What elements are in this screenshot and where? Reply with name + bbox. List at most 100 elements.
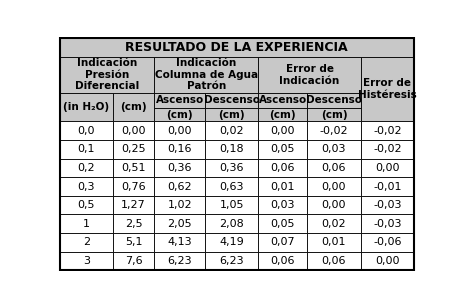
Bar [258,93,307,108]
Bar [205,140,258,159]
Bar [258,108,307,121]
Bar [205,159,258,177]
Text: Error de
Indicación: Error de Indicación [280,64,340,86]
Text: 0,76: 0,76 [122,181,146,192]
Bar [205,121,258,140]
Bar [258,121,307,140]
Text: Indicación
Columna de Agua
Patrón: Indicación Columna de Agua Patrón [155,58,258,92]
Text: -0,06: -0,06 [373,237,401,247]
Bar [60,159,113,177]
Bar [307,214,361,233]
Bar [205,214,258,233]
Bar [258,233,307,252]
Text: 2,5: 2,5 [125,219,142,229]
Text: Ascenso: Ascenso [259,95,307,106]
Text: (cm): (cm) [166,110,193,120]
Bar [60,233,113,252]
Bar [154,57,258,93]
Text: 1: 1 [83,219,90,229]
Bar [60,196,113,214]
Text: Indicación
Presión
Diferencial: Indicación Presión Diferencial [75,58,139,92]
Text: -0,03: -0,03 [373,200,401,210]
Text: 0,36: 0,36 [168,163,192,173]
Text: 0,06: 0,06 [271,163,295,173]
Bar [361,140,414,159]
Bar [113,159,154,177]
Bar [307,93,361,108]
Text: 6,23: 6,23 [168,256,192,266]
Text: 7,6: 7,6 [125,256,142,266]
Bar [307,233,361,252]
Text: 0,01: 0,01 [271,181,295,192]
Bar [205,233,258,252]
Bar [154,108,205,121]
Bar [60,177,113,196]
Bar [60,140,113,159]
Text: 0,06: 0,06 [322,256,346,266]
Text: 0,3: 0,3 [78,181,95,192]
Text: 5,1: 5,1 [125,237,142,247]
Text: 1,27: 1,27 [122,200,146,210]
Bar [154,233,205,252]
Bar [154,177,205,196]
Bar [258,140,307,159]
Bar [258,57,361,93]
Bar [205,252,258,270]
Bar [361,214,414,233]
Text: 1,02: 1,02 [168,200,192,210]
Text: 2: 2 [83,237,90,247]
Text: 2,08: 2,08 [219,219,244,229]
Bar [60,38,414,57]
Bar [307,108,361,121]
Bar [307,140,361,159]
Text: 4,13: 4,13 [168,237,192,247]
Text: 0,2: 0,2 [78,163,95,173]
Bar [361,57,414,121]
Text: 2,05: 2,05 [168,219,192,229]
Text: 0,00: 0,00 [271,126,295,136]
Bar [307,121,361,140]
Text: 0,07: 0,07 [271,237,295,247]
Bar [154,196,205,214]
Text: -0,02: -0,02 [320,126,348,136]
Bar [113,196,154,214]
Text: Descenso: Descenso [306,95,362,106]
Text: 0,1: 0,1 [78,144,95,154]
Text: 0,18: 0,18 [219,144,244,154]
Text: 0,05: 0,05 [271,219,295,229]
Text: 6,23: 6,23 [219,256,244,266]
Text: 0,5: 0,5 [78,200,95,210]
Text: 0,05: 0,05 [271,144,295,154]
Bar [361,233,414,252]
Text: 0,16: 0,16 [168,144,192,154]
Text: 0,63: 0,63 [219,181,244,192]
Bar [258,159,307,177]
Bar [258,252,307,270]
Text: 0,06: 0,06 [271,256,295,266]
Text: 0,00: 0,00 [375,256,400,266]
Text: Error de
Histéresis: Error de Histéresis [358,78,417,100]
Text: 0,03: 0,03 [322,144,346,154]
Text: -0,01: -0,01 [373,181,401,192]
Bar [361,196,414,214]
Bar [113,121,154,140]
Bar [113,93,154,121]
Text: Ascenso: Ascenso [156,95,204,106]
Text: RESULTADO DE LA EXPERIENCIA: RESULTADO DE LA EXPERIENCIA [126,41,348,54]
Text: 0,36: 0,36 [219,163,244,173]
Text: (cm): (cm) [121,102,147,112]
Bar [60,252,113,270]
Text: -0,02: -0,02 [373,144,401,154]
Text: 0,00: 0,00 [322,181,346,192]
Bar [60,93,113,121]
Text: 0,00: 0,00 [375,163,400,173]
Bar [154,159,205,177]
Text: 0,00: 0,00 [322,200,346,210]
Text: 0,01: 0,01 [322,237,346,247]
Bar [361,252,414,270]
Bar [361,159,414,177]
Bar [307,177,361,196]
Bar [307,159,361,177]
Bar [154,121,205,140]
Bar [361,177,414,196]
